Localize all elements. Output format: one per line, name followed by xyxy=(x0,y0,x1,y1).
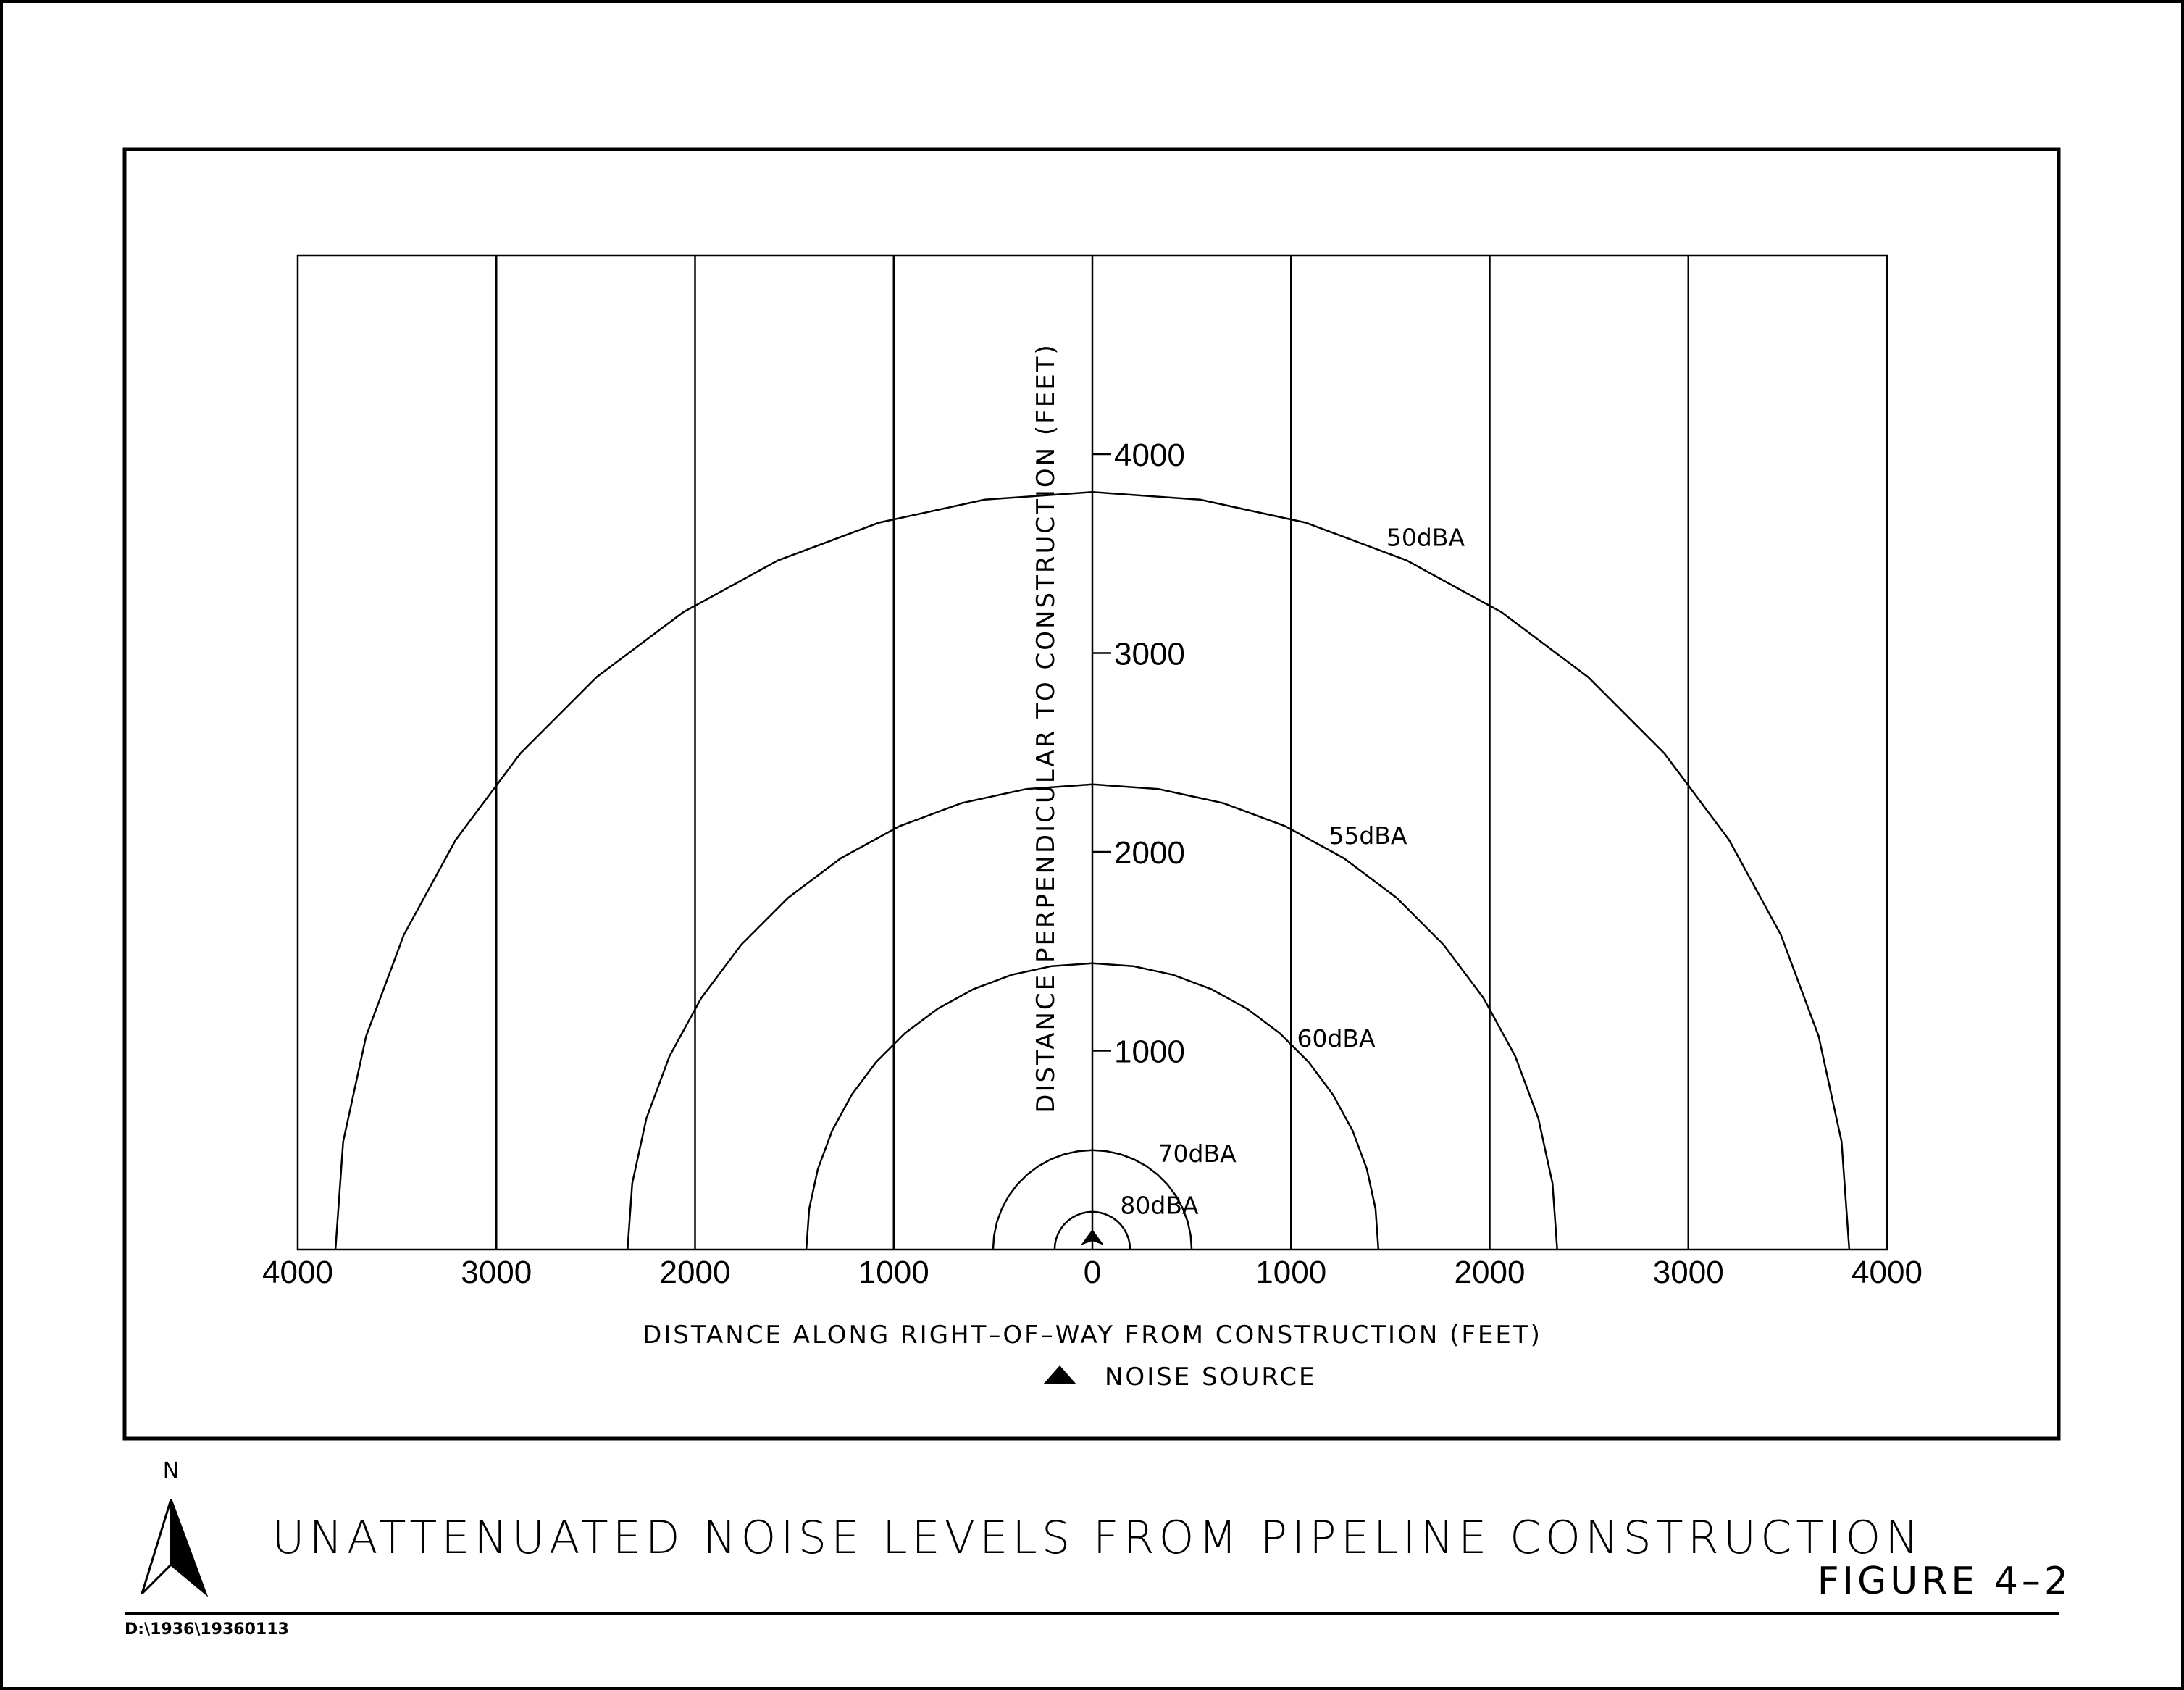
legend-label: NOISE SOURCE xyxy=(1105,1363,1316,1392)
contour-label-70dBA: 70dBA xyxy=(1158,1139,1237,1168)
contour-70dBA xyxy=(992,1149,1193,1250)
x-tick-label: 2000 xyxy=(1455,1255,1526,1290)
x-tick-label: 4000 xyxy=(262,1255,333,1290)
file-path: D:\1936\19360113 xyxy=(125,1620,289,1639)
y-tick-label: 1000 xyxy=(1114,1034,1185,1070)
legend-noise-source-icon xyxy=(1043,1365,1076,1384)
north-arrow-icon xyxy=(170,1499,209,1597)
noise-source-marker xyxy=(1081,1229,1104,1245)
contour-label-80dBA: 80dBA xyxy=(1120,1192,1199,1220)
figure-title: UNATTENUATED NOISE LEVELS FROM PIPELINE … xyxy=(272,1511,1923,1564)
x-tick-label: 2000 xyxy=(660,1255,731,1290)
north-arrow-icon-left xyxy=(141,1499,172,1595)
x-axis-label: DISTANCE ALONG RIGHT–OF–WAY FROM CONSTRU… xyxy=(643,1321,1542,1350)
y-tick-label: 4000 xyxy=(1114,438,1185,473)
x-tick-label: 0 xyxy=(1084,1255,1101,1290)
drawing-frame xyxy=(122,147,2061,1441)
y-axis-label: DISTANCE PERPENDICULAR TO CONSTRUCTION (… xyxy=(1032,343,1060,1113)
y-tick-label: 2000 xyxy=(1114,835,1185,871)
contour-80dBA xyxy=(1053,1210,1131,1250)
x-axis-tick-labels: 4000 3000 2000 1000 0 1000 2000 3000 4000 xyxy=(262,1255,1922,1290)
contour-60dBA xyxy=(805,962,1380,1250)
y-axis-ticks: 1000 2000 3000 4000 xyxy=(1092,438,1185,1070)
noise-contours xyxy=(334,490,1851,1250)
x-tick-label: 4000 xyxy=(1852,1255,1922,1290)
contour-labels: 50dBA 55dBA 60dBA 70dBA 80dBA xyxy=(1120,523,1465,1219)
x-tick-label: 3000 xyxy=(461,1255,532,1290)
y-tick-label: 3000 xyxy=(1114,637,1185,672)
figure-number: FIGURE 4–2 xyxy=(1817,1560,2072,1603)
contour-label-55dBA: 55dBA xyxy=(1329,821,1407,850)
contour-50dBA xyxy=(334,490,1851,1250)
contour-label-60dBA: 60dBA xyxy=(1297,1024,1376,1053)
x-tick-label: 3000 xyxy=(1653,1255,1724,1290)
gridlines xyxy=(495,256,1689,1250)
x-tick-label: 1000 xyxy=(858,1255,929,1290)
contour-55dBA xyxy=(627,783,1558,1250)
north-label: N xyxy=(163,1458,179,1484)
contour-label-50dBA: 50dBA xyxy=(1386,523,1465,551)
x-tick-label: 1000 xyxy=(1255,1255,1326,1290)
